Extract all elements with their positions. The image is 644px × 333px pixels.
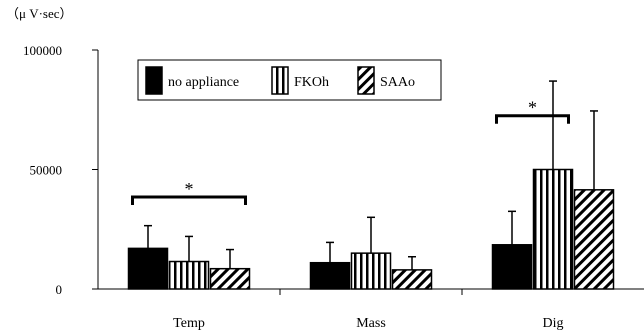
legend: no appliance FKOh SAAo: [137, 59, 442, 101]
bar: [573, 189, 615, 290]
legend-swatch: [357, 66, 375, 95]
bar: [127, 247, 169, 290]
y-unit-label: （μ V·sec）: [6, 6, 73, 21]
significance-bracket: [131, 195, 247, 205]
legend-box: [137, 59, 442, 101]
significance-bracket: [495, 114, 570, 124]
significance-label: *: [528, 98, 537, 118]
y-tick-label: 0: [56, 282, 63, 297]
significance-label: *: [185, 179, 194, 199]
x-tick-label: Temp: [173, 316, 205, 331]
bar: [391, 269, 433, 290]
bar: [309, 261, 351, 290]
legend-swatch: [145, 66, 163, 95]
bar: [491, 244, 533, 290]
bar: [350, 252, 392, 290]
bar: [532, 168, 574, 290]
legend-label: SAAo: [380, 75, 415, 90]
x-tick-label: Dig: [543, 316, 564, 331]
bar: [168, 260, 210, 290]
x-tick-label: Mass: [356, 316, 386, 331]
legend-swatch: [271, 66, 289, 95]
y-tick-label: 50000: [30, 163, 63, 178]
y-tick-label: 100000: [23, 43, 62, 58]
bar: [209, 267, 251, 290]
legend-label: FKOh: [294, 75, 329, 90]
legend-label: no appliance: [168, 75, 239, 90]
